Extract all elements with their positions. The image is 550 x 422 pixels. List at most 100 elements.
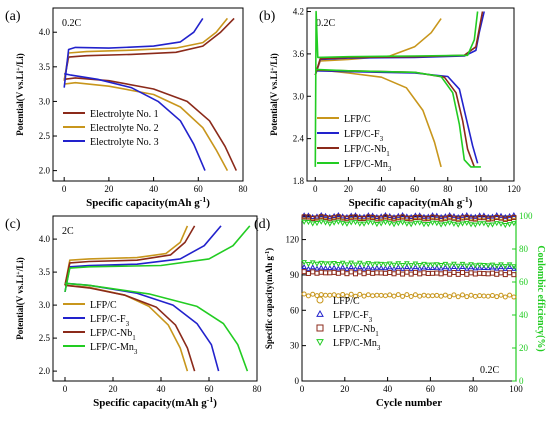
efficiency-point (348, 220, 355, 226)
capacity-point (318, 269, 324, 275)
capacity-point (485, 293, 491, 299)
efficiency-point (485, 222, 492, 228)
capacity-point (472, 293, 478, 299)
rate-label: 0.2C (316, 18, 336, 29)
series-line-charge (63, 17, 204, 88)
capacity-point (506, 263, 513, 270)
y-tick-label: 3.5 (39, 62, 51, 72)
x-tick-label: 80 (239, 184, 249, 194)
capacity-point (314, 270, 320, 276)
capacity-point (507, 292, 513, 298)
capacity-point (326, 261, 333, 267)
capacity-point (357, 291, 363, 297)
capacity-point (353, 271, 358, 277)
capacity-point (370, 293, 376, 299)
capacity-point (494, 271, 500, 277)
capacity-point (434, 292, 440, 298)
capacity-point (412, 264, 419, 270)
y-axis-label: Potential(V vs.Li+/Li) (269, 53, 280, 135)
series-line-charge (314, 11, 485, 76)
capacity-point (494, 294, 500, 300)
capacity-point (498, 292, 504, 298)
capacity-point (451, 261, 457, 267)
legend-marker (316, 324, 324, 332)
capacity-point (369, 262, 376, 268)
capacity-point (314, 261, 320, 267)
capacity-point (434, 270, 440, 276)
legend-label: LFP/C-Nb1 (90, 328, 136, 342)
legend-label: Electrolyte No. 3 (90, 137, 159, 148)
efficiency-point (344, 221, 350, 227)
capacity-point (498, 262, 504, 268)
efficiency-point (502, 213, 509, 220)
capacity-point (399, 263, 406, 269)
capacity-point (468, 264, 474, 270)
efficiency-point (511, 214, 517, 220)
x-tick-label: 40 (157, 384, 167, 394)
capacity-point (416, 265, 423, 271)
capacity-point (344, 262, 350, 268)
capacity-point (361, 262, 367, 268)
capacity-point (327, 270, 333, 276)
capacity-point (391, 265, 397, 271)
capacity-point (344, 293, 350, 299)
capacity-point (301, 263, 307, 270)
capacity-point (455, 263, 462, 269)
efficiency-point (386, 221, 393, 227)
efficiency-point (429, 220, 436, 226)
efficiency-point (502, 223, 509, 229)
efficiency-point (404, 221, 410, 227)
capacity-point (365, 269, 371, 275)
efficiency-point (481, 212, 487, 218)
capacity-point (369, 265, 376, 271)
capacity-point (404, 292, 410, 298)
capacity-point (361, 271, 367, 277)
x-axis-label: Specific capacity(mAh g-1) (349, 195, 473, 210)
plot-frame (306, 7, 515, 182)
capacity-point (472, 265, 479, 271)
x-tick-label: 60 (194, 184, 204, 194)
efficiency-point (506, 213, 513, 219)
legend-label: LFP/C-Mn3 (90, 342, 138, 356)
capacity-point (429, 264, 436, 270)
efficiency-point (506, 222, 513, 228)
rate-label: 0.2C (62, 18, 82, 29)
capacity-point (429, 262, 436, 268)
capacity-point (318, 260, 325, 266)
series-line-discharge (64, 77, 238, 171)
capacity-point (335, 293, 341, 299)
efficiency-point (314, 220, 320, 227)
capacity-point (451, 292, 457, 298)
series-line-charge (314, 10, 479, 167)
capacity-point (446, 263, 453, 269)
series-line-charge (64, 225, 251, 293)
capacity-point (335, 261, 342, 268)
efficiency-point (451, 221, 457, 227)
capacity-point (348, 263, 355, 270)
capacity-point (395, 292, 401, 298)
x-tick-label: 100 (474, 184, 488, 194)
capacity-point (489, 262, 496, 268)
efficiency-point (442, 221, 449, 227)
capacity-point (331, 269, 337, 275)
capacity-point (323, 270, 329, 276)
capacity-point (301, 291, 307, 297)
capacity-point (511, 264, 517, 270)
capacity-point (502, 265, 509, 271)
y-tick-label: 3.0 (293, 91, 305, 101)
efficiency-point (463, 220, 470, 226)
panel-label: (b) (259, 9, 276, 24)
efficiency-point (361, 221, 367, 227)
x-tick-label: 80 (469, 384, 479, 394)
efficiency-point (356, 221, 363, 227)
efficiency-point (476, 212, 483, 218)
capacity-point (395, 261, 402, 267)
capacity-point (395, 263, 402, 270)
capacity-point (459, 261, 466, 268)
capacity-point (447, 294, 453, 300)
efficiency-point (408, 222, 414, 228)
capacity-point (511, 272, 517, 278)
capacity-point (481, 271, 487, 277)
capacity-point (305, 270, 311, 276)
